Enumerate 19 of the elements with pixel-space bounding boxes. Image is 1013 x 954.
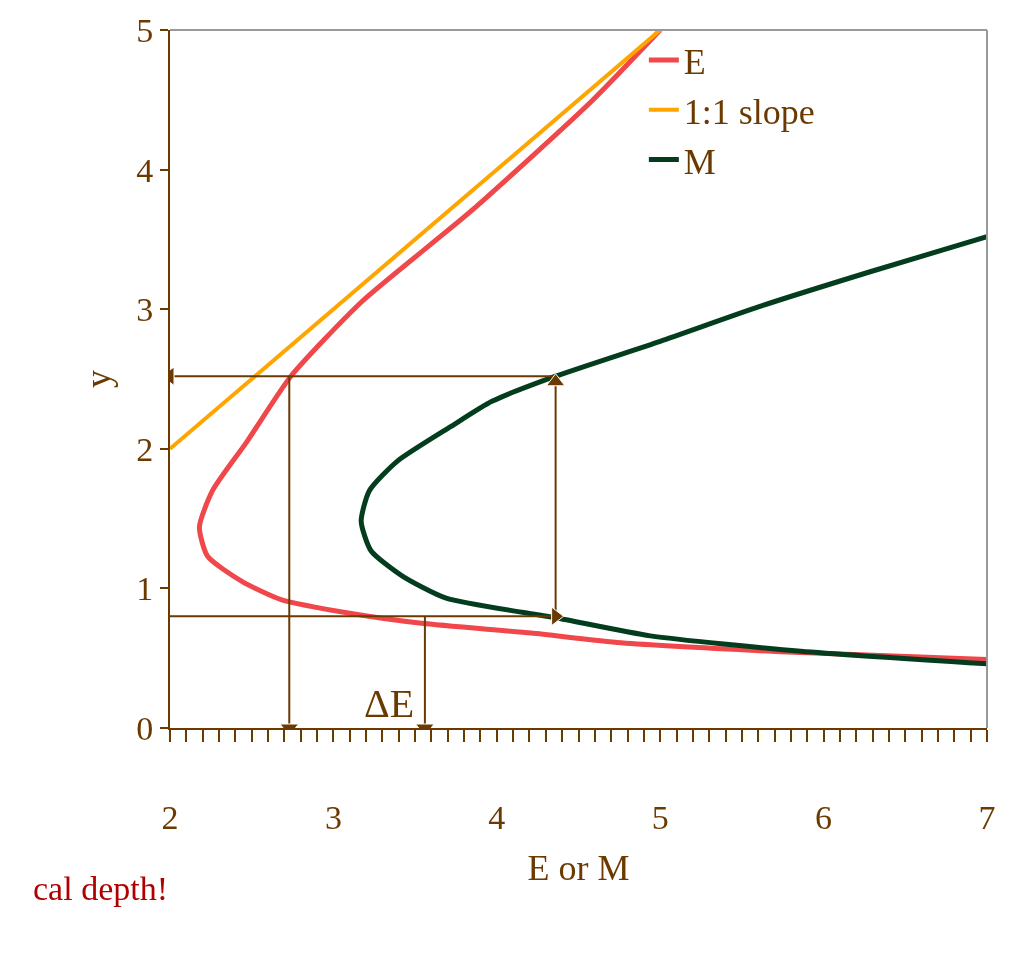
y-tick-label: 4 [136,151,154,189]
legend-label: M [683,141,716,182]
y-axis-title: y [77,370,118,388]
y-tick-label: 1 [136,570,154,608]
y-tick-label: 2 [136,430,154,468]
x-tick-label: 7 [978,798,996,836]
y-tick-label: 0 [136,709,154,747]
text: cal depth! [33,870,168,907]
x-tick-label: 3 [324,798,342,836]
y-tick-label: 3 [136,291,154,329]
annotation: ΔE [364,681,415,726]
x-tick-label: 4 [488,798,506,836]
legend-label: 1:1 slope [683,91,815,132]
x-axis-title: E or M [527,848,630,888]
y-tick-label: 5 [136,11,154,49]
legend-label: E [683,41,706,82]
x-tick-label: 5 [651,798,669,836]
x-tick-label: 6 [815,798,833,836]
x-tick-label: 2 [161,798,179,836]
